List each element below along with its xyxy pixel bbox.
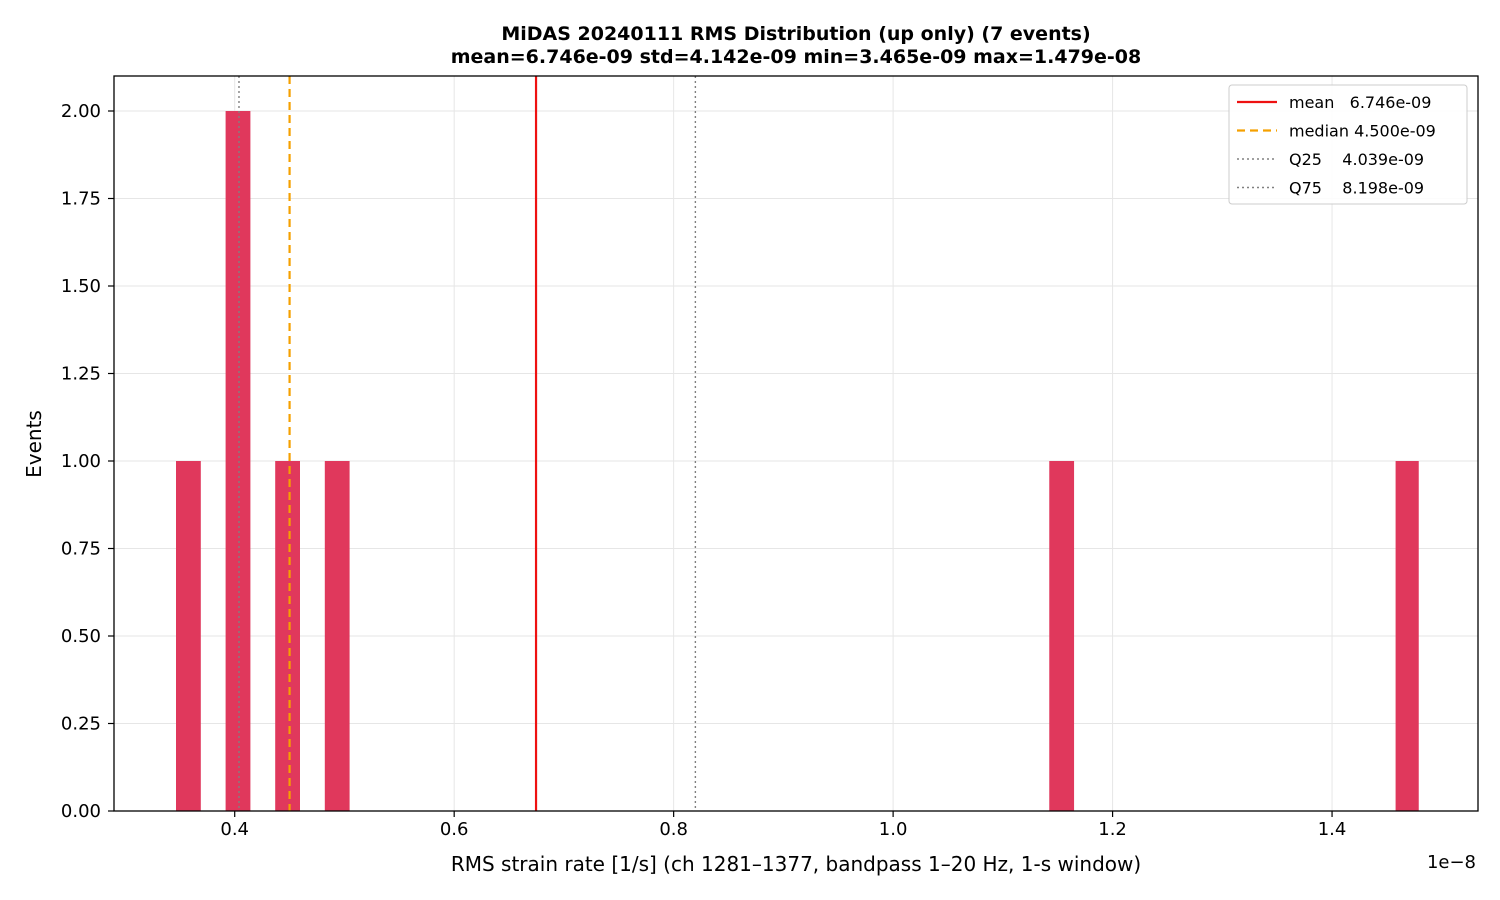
- x-tick-label: 1.2: [1098, 819, 1127, 840]
- y-axis-label: Events: [22, 410, 46, 478]
- legend-box: [1228, 84, 1468, 205]
- histogram-bar: [1395, 461, 1419, 811]
- y-tick-label: 0.75: [61, 539, 101, 560]
- x-tick-label: 1.0: [879, 819, 908, 840]
- x-tick-label: 0.8: [659, 819, 688, 840]
- y-tick-label: 1.75: [61, 189, 101, 210]
- histogram-bar: [225, 111, 251, 811]
- legend-entry-label: Q25 4.039e-09: [1289, 150, 1424, 169]
- x-axis-label: RMS strain rate [1/s] (ch 1281–1377, ban…: [451, 852, 1141, 876]
- histogram-bar: [1049, 461, 1075, 811]
- y-tick-label: 0.25: [61, 714, 101, 735]
- x-axis-ticks: 0.4 0.6 0.8 1.0 1.2 1.4: [220, 811, 1346, 840]
- y-tick-label: 2.00: [61, 101, 101, 122]
- histogram-bar: [176, 461, 201, 811]
- legend-entry-label: Q75 8.198e-09: [1289, 179, 1424, 198]
- legend-entry-label: mean 6.746e-09: [1289, 93, 1431, 112]
- y-tick-label: 1.00: [61, 451, 101, 472]
- y-tick-label: 0.50: [61, 626, 101, 647]
- legend-entry-label: median 4.500e-09: [1289, 122, 1436, 141]
- chart-title: MiDAS 20240111 RMS Distribution (up only…: [501, 23, 1090, 45]
- legend: mean 6.746e-09 median 4.500e-09 Q25 4.039e…: [1228, 84, 1468, 205]
- x-tick-label: 1.4: [1318, 819, 1347, 840]
- y-axis-ticks: 0.00 0.25 0.50 0.75 1.00 1.25 1.50 1.75 2.00: [61, 101, 114, 822]
- reference-lines: [238, 76, 697, 811]
- bars: [176, 111, 1419, 811]
- chart-subtitle: mean=6.746e-09 std=4.142e-09 min=3.465e-…: [451, 46, 1142, 68]
- y-tick-label: 1.25: [61, 364, 101, 385]
- y-tick-label: 1.50: [61, 276, 101, 297]
- histogram-bar: [275, 461, 300, 811]
- x-tick-label: 0.4: [220, 819, 249, 840]
- plot-frame: [113, 75, 1479, 812]
- y-tick-label: 0.00: [61, 801, 101, 822]
- x-axis-offset-label: 1e−8: [1427, 852, 1476, 873]
- histogram-bar: [324, 461, 350, 811]
- x-tick-label: 0.6: [440, 819, 469, 840]
